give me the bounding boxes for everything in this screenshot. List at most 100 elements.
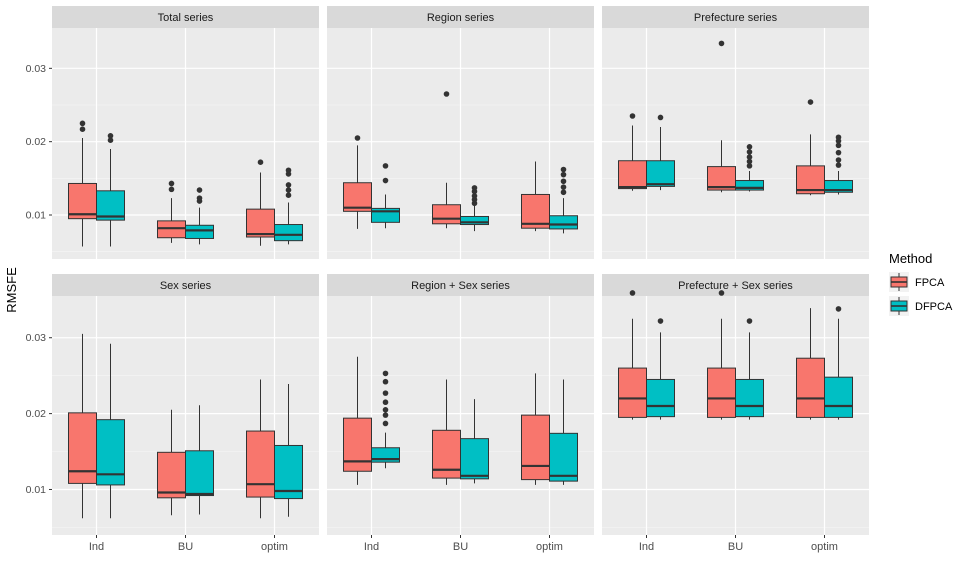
y-tick-label: 0.01 <box>26 484 47 496</box>
outlier-point <box>382 163 389 169</box>
box-body <box>185 450 214 497</box>
box-body <box>68 412 97 484</box>
facet-title: Region series <box>427 12 495 24</box>
box-body <box>157 220 186 239</box>
box-ind-fpca <box>618 113 647 191</box>
box-body <box>432 204 461 225</box>
facet-strip <box>327 6 594 28</box>
box-body <box>549 432 578 482</box>
box-optim-dfpca <box>824 306 853 420</box>
x-tick-label: BU <box>178 541 193 553</box>
box-bu-dfpca <box>460 185 489 232</box>
box-optim-fpca <box>246 379 275 519</box>
outlier-point <box>107 133 114 139</box>
facet-title: Prefecture + Sex series <box>678 280 793 292</box>
box-body <box>246 208 275 238</box>
box-bu-dfpca <box>185 187 214 245</box>
box-body <box>185 224 214 239</box>
box-ind-dfpca <box>371 370 400 469</box>
box-body <box>460 215 489 226</box>
legend-label: FPCA <box>915 277 945 289</box>
outlier-point <box>560 166 567 173</box>
box-optim-dfpca <box>549 379 578 485</box>
box-ind-fpca <box>618 290 647 420</box>
box-bu-dfpca <box>185 405 214 515</box>
outlier-point <box>382 378 389 385</box>
outlier-point <box>560 184 567 190</box>
outlier-point <box>657 318 664 324</box>
outlier-point <box>168 186 175 193</box>
box-body <box>707 166 736 191</box>
outlier-point <box>629 113 636 119</box>
box-body <box>646 160 675 187</box>
box-optim-fpca <box>246 159 275 246</box>
box-bu-fpca <box>707 40 736 193</box>
box-bu-dfpca <box>460 399 489 484</box>
outlier-point <box>285 187 292 193</box>
facet-panel: Region series <box>327 6 594 259</box>
outlier-point <box>746 154 753 160</box>
box-optim-dfpca <box>274 384 303 517</box>
box-ind-dfpca <box>646 114 675 191</box>
outlier-point <box>471 185 478 191</box>
box-bu-fpca <box>707 290 736 420</box>
box-body <box>796 357 825 418</box>
box-body <box>274 224 303 242</box>
outlier-point <box>196 187 203 193</box>
outlier-point <box>629 290 636 296</box>
legend-title: Method <box>889 251 932 266</box>
facet-title: Sex series <box>160 280 212 292</box>
outlier-point <box>285 167 292 174</box>
y-tick-label: 0.02 <box>26 408 47 420</box>
box-bu-dfpca <box>735 318 764 420</box>
outlier-point <box>746 144 753 150</box>
outlier-point <box>835 142 842 149</box>
box-body <box>735 180 764 191</box>
box-ind-fpca <box>343 356 372 485</box>
outlier-point <box>471 193 478 199</box>
facet-title: Region + Sex series <box>411 280 510 292</box>
box-body <box>521 414 550 481</box>
outlier-point <box>382 412 389 418</box>
x-tick-label: BU <box>453 541 468 553</box>
x-tick-label: optim <box>536 541 563 553</box>
y-tick-label: 0.01 <box>26 210 47 222</box>
outlier-point <box>382 370 389 377</box>
outlier-point <box>657 114 664 121</box>
facet-panel: Prefecture + Sex series Ind BU optim <box>602 274 869 553</box>
facet-panel: Sex series 0.01 0.02 0.03 Ind BU optim <box>26 274 319 553</box>
facet-strip <box>602 6 869 28</box>
box-body <box>824 180 853 193</box>
box-optim-fpca <box>796 308 825 420</box>
x-tick-label: BU <box>728 541 743 553</box>
outlier-point <box>807 99 814 105</box>
box-body <box>618 367 647 418</box>
outlier-point <box>746 318 753 324</box>
outlier-point <box>196 195 203 201</box>
box-body <box>157 451 186 499</box>
box-body <box>618 160 647 190</box>
outlier-point <box>835 134 842 141</box>
box-ind-dfpca <box>96 343 125 519</box>
x-tick-label: optim <box>811 541 838 553</box>
box-optim-dfpca <box>824 134 853 195</box>
facet-panel: Prefecture series <box>602 6 869 259</box>
box-body <box>646 378 675 418</box>
outlier-point <box>382 399 389 406</box>
facet-title: Prefecture series <box>694 12 778 24</box>
outlier-point <box>285 182 292 188</box>
y-tick-label: 0.02 <box>26 136 47 148</box>
outlier-point <box>382 390 389 396</box>
outlier-point <box>835 157 842 163</box>
box-body <box>274 444 303 500</box>
facet-strip <box>602 274 869 296</box>
outlier-point <box>718 290 725 296</box>
y-axis-title: RMSFE <box>4 267 19 313</box>
box-body <box>549 215 578 230</box>
outlier-point <box>354 135 361 141</box>
outlier-point <box>257 159 264 165</box>
box-optim-fpca <box>521 161 550 232</box>
box-ind-dfpca <box>371 163 400 229</box>
box-body <box>824 376 853 418</box>
